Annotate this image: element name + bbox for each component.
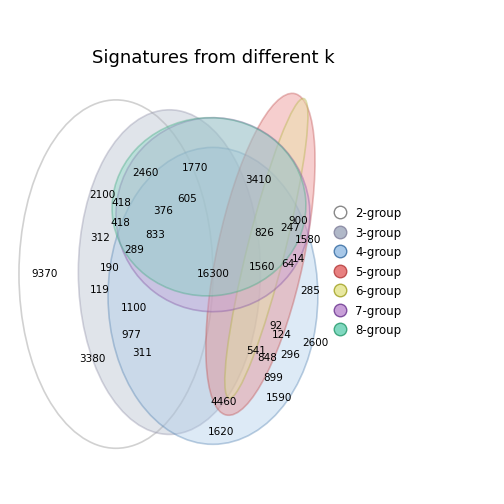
- Text: 14: 14: [291, 255, 305, 265]
- Text: 4460: 4460: [211, 397, 237, 407]
- Text: 899: 899: [263, 373, 283, 383]
- Ellipse shape: [206, 93, 315, 415]
- Text: 2100: 2100: [89, 190, 115, 200]
- Text: 977: 977: [122, 331, 142, 341]
- Text: 418: 418: [110, 218, 130, 228]
- Ellipse shape: [78, 110, 261, 434]
- Text: 848: 848: [258, 353, 278, 363]
- Text: 2600: 2600: [302, 338, 328, 348]
- Text: 1770: 1770: [182, 163, 208, 173]
- Text: 833: 833: [146, 229, 165, 239]
- Text: 826: 826: [255, 227, 274, 237]
- Text: 1590: 1590: [266, 393, 293, 403]
- Text: 190: 190: [100, 263, 120, 273]
- Text: 1560: 1560: [249, 263, 276, 272]
- Text: 289: 289: [124, 245, 144, 256]
- Text: 64: 64: [282, 259, 295, 269]
- Ellipse shape: [116, 118, 310, 311]
- Text: 1100: 1100: [120, 303, 147, 313]
- Text: 2460: 2460: [133, 168, 159, 178]
- Text: 3410: 3410: [245, 175, 272, 185]
- Text: 296: 296: [280, 350, 300, 360]
- Text: 900: 900: [288, 216, 308, 226]
- Text: 418: 418: [111, 198, 131, 208]
- Ellipse shape: [112, 117, 306, 296]
- Ellipse shape: [225, 98, 308, 398]
- Ellipse shape: [19, 100, 213, 448]
- Text: 605: 605: [177, 194, 197, 204]
- Text: 3380: 3380: [79, 354, 105, 364]
- Text: 119: 119: [90, 285, 110, 295]
- Legend: 2-group, 3-group, 4-group, 5-group, 6-group, 7-group, 8-group: 2-group, 3-group, 4-group, 5-group, 6-gr…: [331, 204, 405, 341]
- Text: 1580: 1580: [295, 235, 321, 244]
- Text: 1620: 1620: [208, 427, 234, 437]
- Ellipse shape: [108, 147, 318, 445]
- Text: 9370: 9370: [32, 269, 58, 279]
- Text: 376: 376: [154, 206, 173, 216]
- Text: 247: 247: [280, 223, 300, 233]
- Text: 312: 312: [90, 233, 110, 243]
- Text: 124: 124: [272, 331, 292, 341]
- Title: Signatures from different k: Signatures from different k: [92, 49, 334, 67]
- Text: 16300: 16300: [197, 269, 229, 279]
- Text: 92: 92: [270, 321, 283, 331]
- Text: 541: 541: [246, 346, 266, 356]
- Text: 285: 285: [300, 286, 320, 296]
- Text: 311: 311: [132, 348, 152, 358]
